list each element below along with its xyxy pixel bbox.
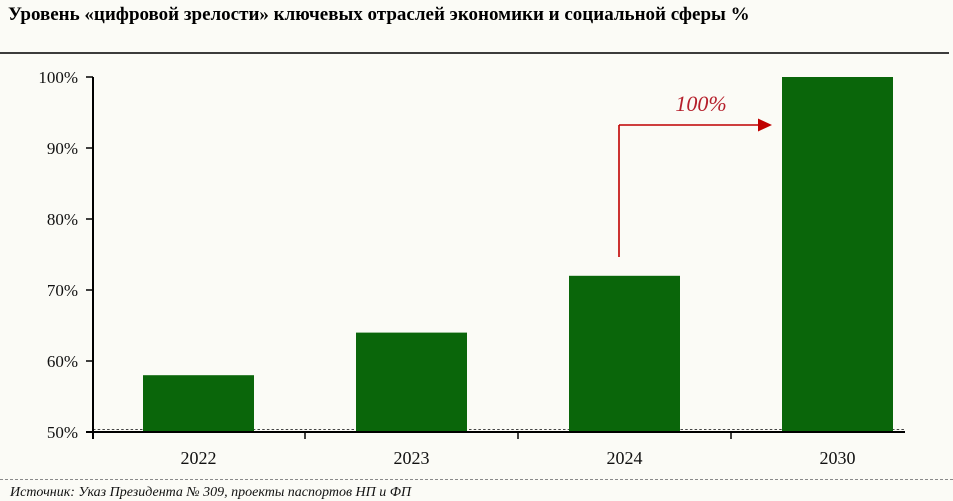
- x-axis-label-2030: 2030: [820, 448, 856, 468]
- bar-2022: [143, 375, 254, 432]
- x-axis-label-2022: 2022: [181, 448, 217, 468]
- x-axis-label-2023: 2023: [394, 448, 430, 468]
- title-block: Уровень «цифровой зрелости» ключевых отр…: [0, 0, 949, 54]
- y-axis-label-60: 60%: [47, 352, 78, 371]
- bar-2024: [569, 275, 680, 432]
- bar-2023: [356, 332, 467, 432]
- footer: Источник: Указ Президента № 309, проекты…: [0, 479, 953, 501]
- bar-chart: 2022 2023 2024 2030 50% 60% 70% 80% 90% 100% 100%: [38, 68, 905, 468]
- bar-2030: [782, 77, 893, 432]
- annotation-arrowhead-icon: [758, 118, 772, 132]
- y-axis-label-80: 80%: [47, 210, 78, 229]
- y-axis-label-70: 70%: [47, 281, 78, 300]
- y-axis-label-90: 90%: [47, 139, 78, 158]
- chart-title: Уровень «цифровой зрелости» ключевых отр…: [8, 4, 750, 25]
- source-note: Источник: Указ Президента № 309, проекты…: [10, 485, 412, 500]
- y-axis-label-100: 100%: [38, 68, 78, 87]
- x-axis-label-2024: 2024: [607, 448, 643, 468]
- annotation-label: 100%: [675, 91, 726, 116]
- y-axis-label-50: 50%: [47, 423, 78, 442]
